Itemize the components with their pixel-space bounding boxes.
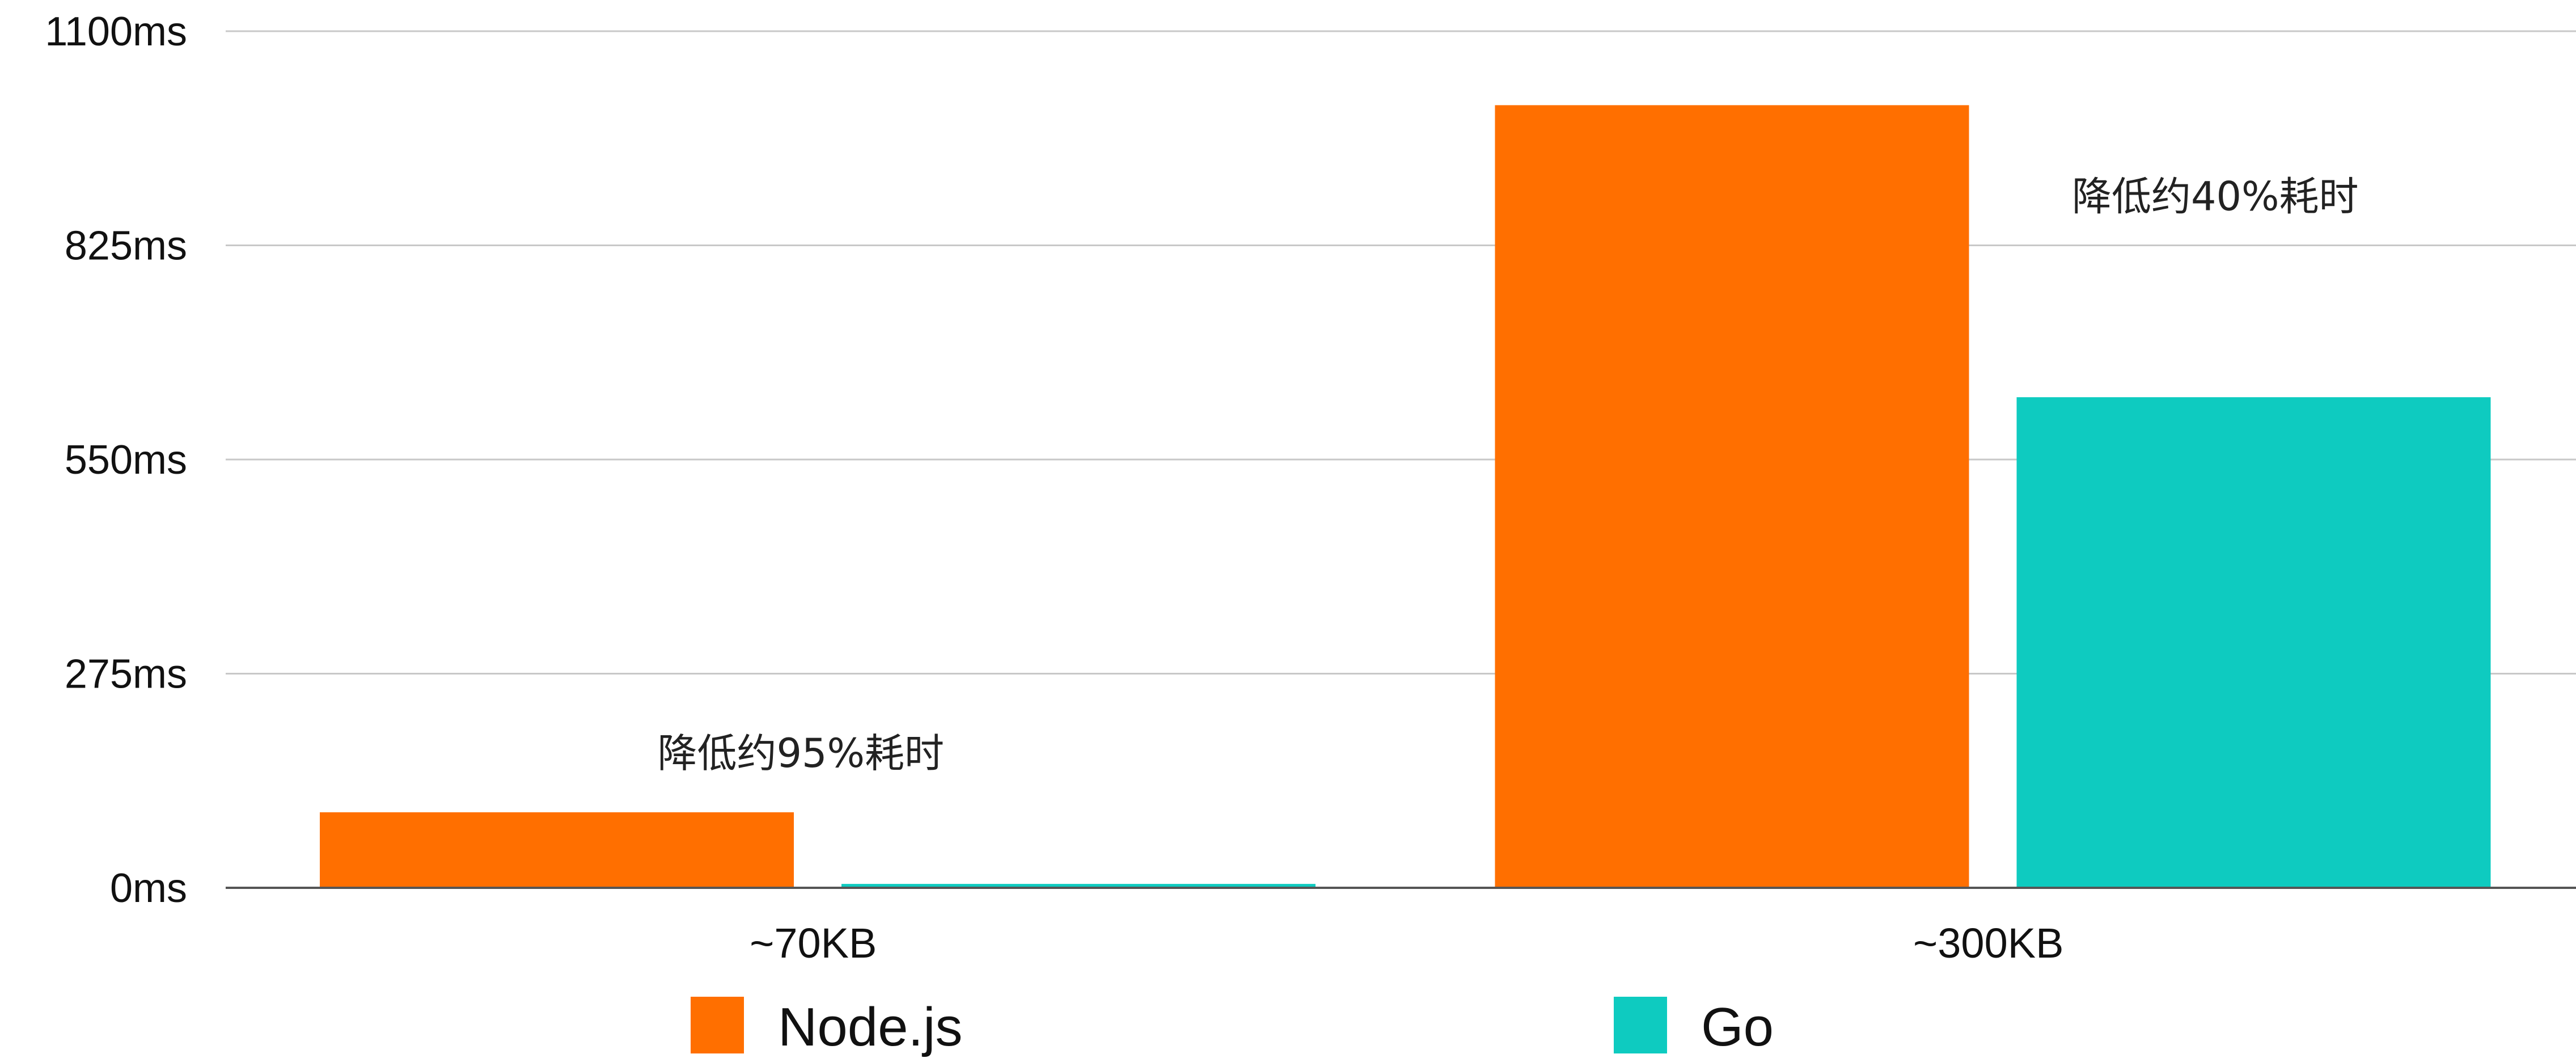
bar-node-js-2 — [1495, 105, 1969, 888]
y-axis-tick-labels: 0ms 275ms 550ms 825ms 1100ms — [45, 9, 187, 911]
annotation-label: 降低约95%耗时 — [657, 730, 944, 777]
legend-label: Go — [1701, 997, 1774, 1057]
y-tick-label: 275ms — [65, 652, 187, 697]
bar-go-2 — [2016, 397, 2491, 888]
x-category-label: ~300KB — [1913, 920, 2063, 967]
y-tick-label: 1100ms — [45, 9, 187, 54]
bars — [320, 105, 2491, 888]
bar-go-1 — [841, 884, 1316, 888]
x-category-label: ~70KB — [750, 920, 877, 967]
legend: Node.js Go — [691, 997, 1774, 1057]
annotation-label: 降低约40%耗时 — [2072, 174, 2359, 220]
y-tick-label: 825ms — [65, 224, 187, 269]
legend-label: Node.js — [778, 997, 963, 1057]
legend-swatch — [691, 997, 744, 1053]
legend-swatch — [1614, 997, 1667, 1053]
bar-node-js-1 — [320, 812, 794, 888]
x-axis-category-labels: ~70KB ~300KB — [750, 920, 2063, 967]
annotations: 降低约95%耗时 降低约40%耗时 — [657, 174, 2358, 777]
y-tick-label: 550ms — [65, 437, 187, 483]
y-tick-label: 0ms — [110, 866, 187, 911]
